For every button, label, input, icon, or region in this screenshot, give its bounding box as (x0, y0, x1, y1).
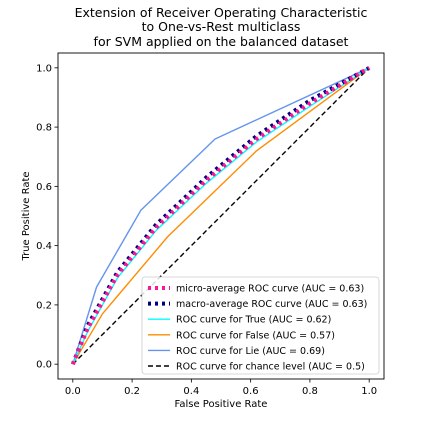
legend-label-0: micro-average ROC curve (AUC = 0.63) (176, 284, 364, 295)
x-tick-label: 0.0 (65, 386, 81, 397)
y-tick-label: 0.8 (36, 123, 52, 134)
legend-label-2: ROC curve for True (AUC = 0.62) (176, 315, 331, 326)
series-layer (70, 66, 371, 365)
x-tick-label: 0.2 (124, 386, 140, 397)
plot-area-frame (57, 52, 385, 380)
series-line-4 (72, 67, 370, 365)
chart-title-line-1: Extension of Receiver Operating Characte… (75, 5, 368, 20)
legend: micro-average ROC curve (AUC = 0.63) macr… (141, 276, 380, 375)
series-line-3 (72, 67, 370, 365)
legend-label-5: ROC curve for chance level (AUC = 0.5) (176, 362, 365, 373)
chart-title-line-2: to One-vs-Rest multiclass (142, 19, 301, 34)
x-tick-label: 0.4 (183, 386, 199, 397)
x-tick-label: 0.8 (302, 386, 318, 397)
series-line-5 (72, 67, 370, 365)
legend-label-1: macro-average ROC curve (AUC = 0.63) (176, 299, 367, 310)
x-tick-label: 1.0 (361, 386, 377, 397)
legend-box (141, 276, 380, 375)
y-tick-label: 0.0 (36, 360, 52, 371)
x-tick-label: 0.6 (243, 386, 259, 397)
y-tick-label: 0.4 (36, 241, 52, 252)
y-axis-label: True Positive Rate (21, 171, 32, 261)
series-line-2 (72, 67, 370, 365)
y-tick-label: 0.6 (36, 182, 52, 193)
chart-title-line-3: for SVM applied on the balanced dataset (94, 34, 349, 49)
axis-ticks: 0.0 0.2 0.4 0.6 0.8 1.0 0.0 0.2 0.4 0.6 0.8 1.0 (36, 63, 377, 397)
legend-label-4: ROC curve for Lie (AUC = 0.69) (176, 346, 325, 357)
x-axis-label: False Positive Rate (175, 399, 268, 410)
legend-label-3: ROC curve for False (AUC = 0.57) (176, 330, 335, 341)
y-tick-label: 1.0 (36, 63, 52, 74)
y-tick-label: 0.2 (36, 300, 52, 311)
